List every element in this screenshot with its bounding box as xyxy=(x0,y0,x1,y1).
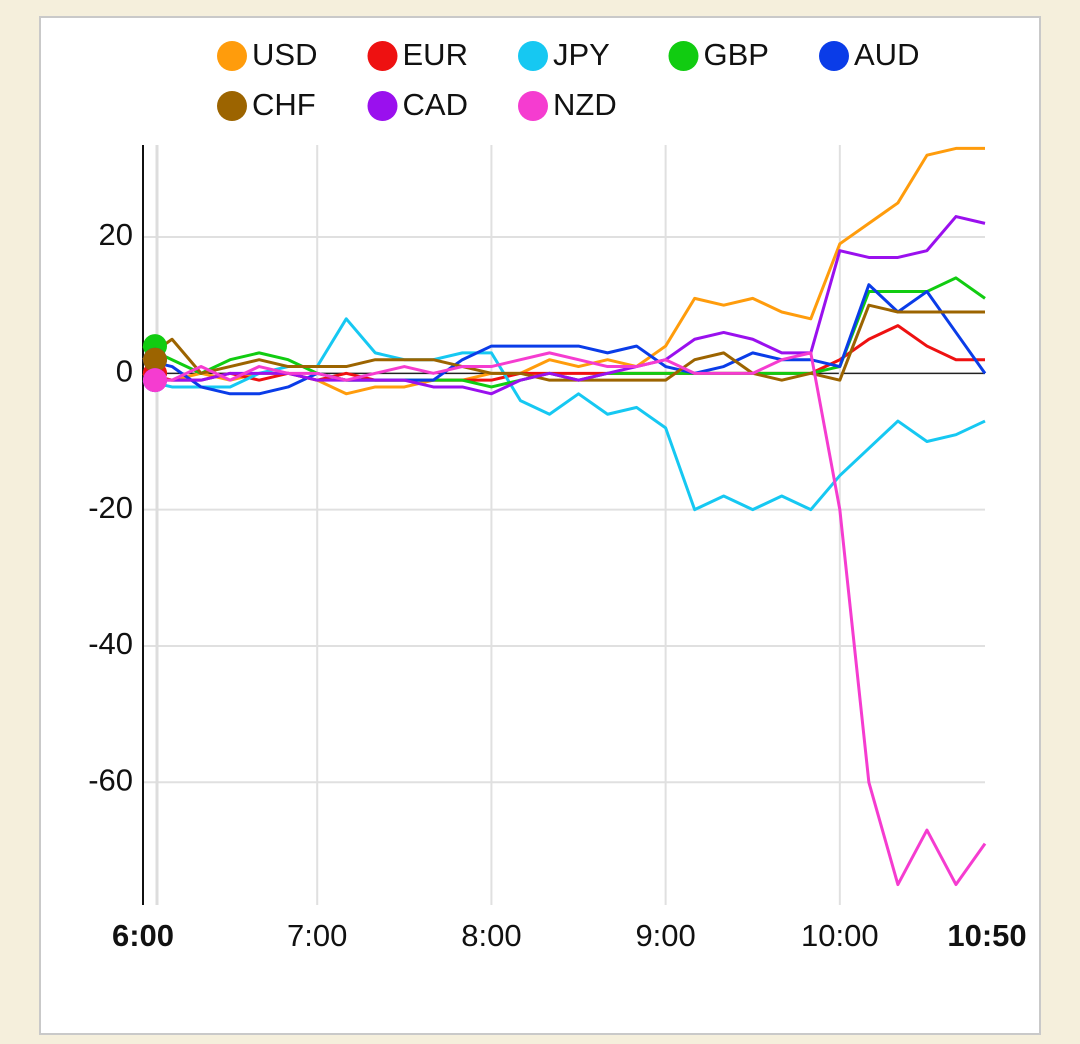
legend-label: CAD xyxy=(403,87,468,122)
y-tick-label: 20 xyxy=(99,217,133,252)
legend-swatch xyxy=(367,91,398,121)
legend-label: EUR xyxy=(403,37,468,72)
legend-swatch xyxy=(518,91,548,121)
legend-swatch xyxy=(367,41,398,71)
x-tick-label: 10:00 xyxy=(801,918,879,953)
series-line xyxy=(142,317,986,512)
legend-swatch xyxy=(217,91,247,121)
legend-swatch xyxy=(668,41,699,71)
y-tick-label: -20 xyxy=(88,490,133,525)
x-tick-label: 6:00 xyxy=(112,918,174,953)
series-line xyxy=(142,303,985,382)
series-line xyxy=(143,351,987,887)
card xyxy=(39,16,1041,1035)
legend-label: AUD xyxy=(854,37,919,72)
legend-label: GBP xyxy=(704,37,769,72)
legend-label: JPY xyxy=(553,37,610,72)
y-tick-label: 0 xyxy=(116,354,133,389)
legend-swatch xyxy=(518,41,548,71)
start-dot xyxy=(143,368,167,393)
y-tick-label: -60 xyxy=(88,762,133,797)
x-tick-label: 8:00 xyxy=(461,918,521,953)
legend-swatch xyxy=(819,41,849,71)
series-line xyxy=(142,283,987,396)
start-dot xyxy=(143,347,167,372)
y-tick-label: -40 xyxy=(88,626,133,661)
legend-label: NZD xyxy=(553,87,617,122)
legend-label: USD xyxy=(252,37,317,72)
legend-swatch xyxy=(217,41,247,71)
legend-label: CHF xyxy=(252,87,316,122)
x-tick-label: 10:50 xyxy=(947,918,1026,953)
x-tick-label: 7:00 xyxy=(287,918,347,953)
x-tick-label: 9:00 xyxy=(635,918,695,953)
